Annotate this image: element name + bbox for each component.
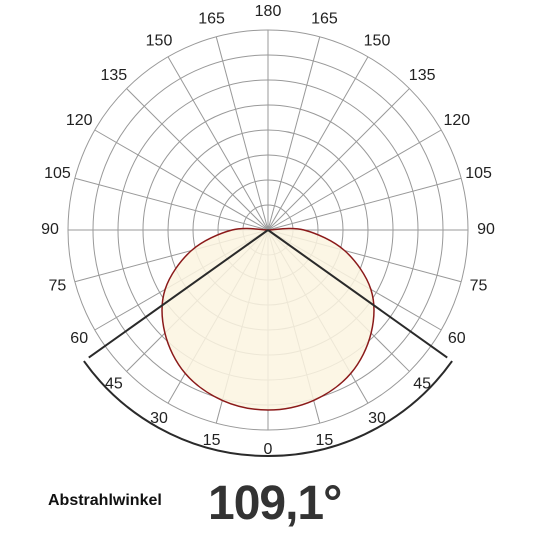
- angle-label-left: 120: [66, 112, 93, 129]
- angle-label-right: 165: [311, 11, 338, 28]
- beam-edge-right: [267, 229, 448, 359]
- beam-angle-caption: Abstrahlwinkel: [48, 492, 162, 509]
- angle-label-left: 135: [100, 67, 127, 84]
- grid-spoke: [267, 56, 369, 231]
- angle-label-right: 75: [470, 278, 488, 295]
- grid-spoke: [267, 88, 410, 231]
- angle-label-bottom: 0: [264, 441, 273, 458]
- grid-spoke: [74, 177, 269, 231]
- grid-spoke: [126, 88, 269, 231]
- angle-label-right: 45: [413, 375, 431, 392]
- angle-label-left: 75: [49, 278, 67, 295]
- angle-label-left: 105: [44, 165, 71, 182]
- angle-label-left: 90: [41, 221, 59, 238]
- grid-spoke: [167, 56, 269, 231]
- angle-label-left: 60: [70, 330, 88, 347]
- angle-label-left: 150: [146, 32, 173, 49]
- angle-label-right: 90: [477, 221, 495, 238]
- grid-spoke: [267, 129, 442, 231]
- light-distribution-curve: [161, 227, 375, 411]
- beam-angle-value: 109,1°: [208, 477, 342, 530]
- angle-label-right: 120: [443, 112, 470, 129]
- angle-label-left: 15: [203, 432, 221, 449]
- angle-label-left: 30: [150, 410, 168, 427]
- angle-label-right: 60: [448, 330, 466, 347]
- angle-label-right: 15: [316, 432, 334, 449]
- grid-spoke: [94, 129, 269, 231]
- beam-angle-indicator: [83, 229, 453, 457]
- angle-label-left: 45: [105, 375, 123, 392]
- angle-label-right: 105: [465, 165, 492, 182]
- grid-spoke: [267, 36, 321, 231]
- angle-label-right: 135: [409, 67, 436, 84]
- grid-spoke: [215, 36, 269, 231]
- angle-label-right: 30: [368, 410, 386, 427]
- angle-label-right: 150: [364, 32, 391, 49]
- angle-labels: 1801651501351201059075604530150165150135…: [41, 3, 495, 458]
- angle-label-top: 180: [255, 3, 282, 20]
- beam-arc: [83, 360, 453, 457]
- angle-label-left: 165: [198, 11, 225, 28]
- beam-edge-left: [88, 229, 269, 359]
- grid-spoke: [267, 177, 462, 231]
